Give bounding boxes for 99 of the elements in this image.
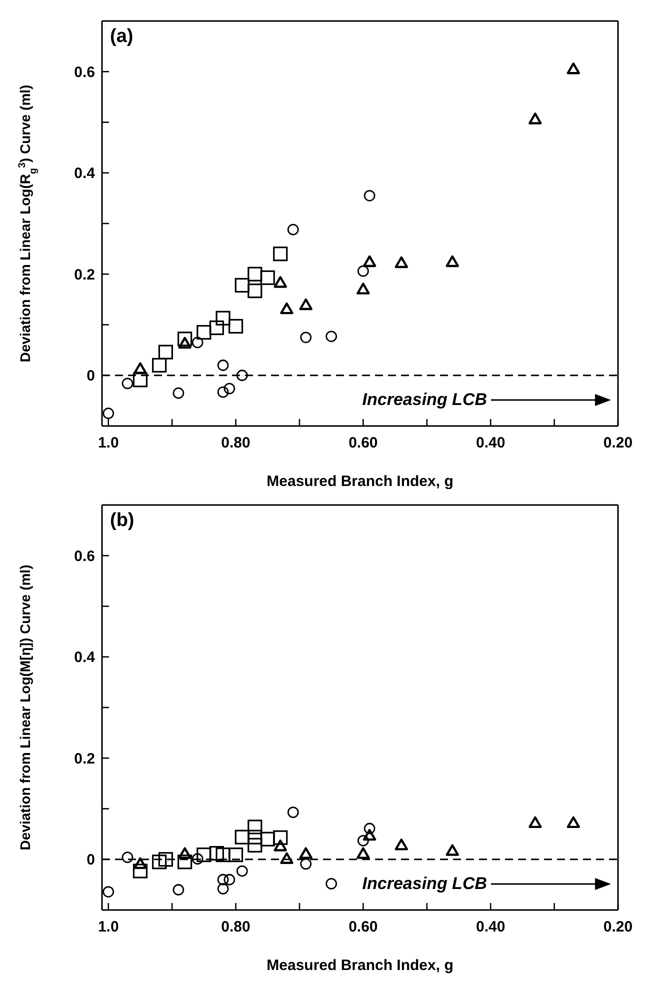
point bbox=[132, 864, 148, 878]
point bbox=[216, 848, 230, 862]
y-axis-title: Deviation from Linear Log(M[η]) Curve (ml) bbox=[17, 564, 33, 850]
point bbox=[274, 276, 287, 288]
point bbox=[356, 282, 370, 294]
x-tick-label: 0.80 bbox=[221, 918, 250, 936]
x-tick-label: 0.40 bbox=[476, 918, 506, 936]
chart-title: (a) bbox=[110, 26, 134, 48]
point bbox=[196, 325, 212, 340]
x-tick-label: 1.0 bbox=[98, 918, 119, 936]
point bbox=[273, 830, 288, 845]
point bbox=[260, 270, 275, 285]
point bbox=[364, 822, 376, 834]
point bbox=[356, 847, 370, 859]
point bbox=[248, 266, 262, 282]
point bbox=[102, 886, 114, 898]
chart-title: (b) bbox=[110, 510, 134, 532]
y-tick-label: 0 bbox=[86, 368, 95, 385]
point bbox=[394, 256, 408, 268]
annotation: Increasing LCB bbox=[362, 874, 487, 894]
y-tick-label: 0.2 bbox=[74, 750, 95, 768]
point bbox=[192, 336, 204, 348]
point bbox=[102, 408, 114, 420]
point bbox=[236, 865, 248, 877]
point bbox=[134, 857, 147, 870]
x-tick-label: 0.20 bbox=[603, 918, 633, 936]
x-tick-label: 0.20 bbox=[603, 434, 633, 452]
y-tick-label: 0.2 bbox=[74, 266, 95, 284]
point bbox=[132, 372, 148, 388]
point bbox=[566, 62, 580, 74]
x-tick-label: 0.60 bbox=[348, 434, 378, 452]
point bbox=[178, 336, 192, 349]
point bbox=[122, 852, 134, 864]
point bbox=[158, 852, 174, 867]
x-axis-title: Measured Branch Index, g bbox=[266, 473, 454, 490]
point bbox=[236, 370, 248, 382]
point bbox=[158, 344, 174, 360]
x-tick-label: 1.0 bbox=[98, 434, 119, 452]
point bbox=[446, 255, 459, 268]
point bbox=[394, 838, 408, 850]
point bbox=[357, 265, 369, 277]
point bbox=[224, 382, 236, 394]
point bbox=[287, 806, 299, 818]
point bbox=[217, 883, 229, 894]
y-tick-label: 0.4 bbox=[74, 649, 96, 666]
point bbox=[364, 190, 376, 202]
point bbox=[192, 853, 204, 865]
point bbox=[122, 378, 134, 390]
y-tick-label: 0.6 bbox=[74, 64, 95, 81]
point bbox=[280, 302, 294, 314]
point bbox=[273, 246, 288, 262]
point bbox=[528, 112, 542, 124]
point bbox=[217, 874, 229, 886]
point bbox=[172, 884, 184, 896]
point bbox=[248, 820, 262, 834]
point bbox=[228, 848, 244, 862]
point bbox=[209, 320, 224, 336]
point bbox=[300, 332, 312, 344]
point bbox=[287, 224, 299, 236]
point bbox=[152, 358, 167, 373]
point bbox=[228, 318, 244, 334]
point bbox=[209, 846, 224, 861]
point bbox=[300, 858, 312, 870]
point bbox=[234, 830, 250, 844]
point bbox=[326, 878, 338, 890]
point bbox=[216, 310, 230, 326]
point bbox=[280, 852, 294, 864]
point bbox=[178, 332, 192, 346]
point bbox=[248, 284, 262, 298]
point bbox=[357, 834, 369, 846]
point bbox=[248, 838, 262, 852]
point bbox=[152, 854, 167, 870]
point bbox=[172, 387, 184, 399]
point bbox=[196, 848, 212, 862]
y-tick-label: 0 bbox=[86, 852, 95, 869]
point bbox=[446, 844, 459, 856]
x-tick-label: 0.60 bbox=[348, 918, 378, 936]
point bbox=[178, 847, 192, 859]
point bbox=[566, 816, 580, 828]
point bbox=[178, 854, 192, 870]
point bbox=[326, 330, 338, 342]
annotation: Increasing LCB bbox=[362, 390, 487, 410]
point bbox=[362, 828, 376, 841]
y-tick-label: 0.6 bbox=[74, 548, 95, 565]
point bbox=[274, 840, 287, 852]
point bbox=[299, 847, 312, 859]
point bbox=[217, 360, 229, 371]
point bbox=[217, 386, 229, 398]
point bbox=[362, 255, 376, 268]
point bbox=[528, 816, 542, 828]
point bbox=[260, 832, 275, 846]
x-axis-title: Measured Branch Index, g bbox=[266, 957, 454, 974]
x-tick-label: 0.40 bbox=[476, 434, 506, 452]
point bbox=[299, 298, 312, 310]
y-tick-label: 0.4 bbox=[74, 165, 96, 182]
point bbox=[134, 362, 147, 374]
x-tick-label: 0.80 bbox=[221, 434, 250, 452]
point bbox=[234, 278, 250, 293]
point bbox=[224, 874, 236, 886]
